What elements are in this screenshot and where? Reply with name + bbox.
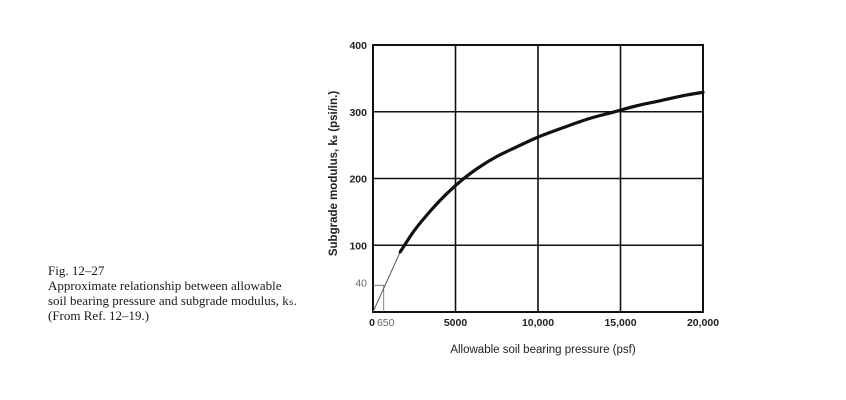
- x-tick-label: 15,000: [604, 317, 636, 329]
- x-tick-label: 20,000: [687, 317, 719, 329]
- y-tick-label-extra: 40: [355, 277, 367, 289]
- y-tick-labels: 100 200 300 400 40: [349, 40, 367, 289]
- grid: [373, 45, 703, 312]
- x-tick-label: 0: [369, 317, 375, 329]
- figure-caption: Fig. 12–27 Approximate relationship betw…: [48, 263, 298, 323]
- y-tick-label: 400: [349, 40, 367, 52]
- y-tick-label: 200: [349, 174, 367, 186]
- x-tick-label: 10,000: [522, 317, 554, 329]
- x-tick-labels: 0 5000 10,000 15,000 20,000 650: [369, 317, 719, 329]
- y-axis-label: Subgrade modulus, kₛ (psi/in.): [328, 91, 340, 256]
- y-tick-label: 100: [349, 240, 367, 252]
- reference-lines: [373, 284, 385, 312]
- figure-number: Fig. 12–27: [48, 263, 105, 278]
- plot-frame: [372, 44, 704, 313]
- extension-line: [372, 251, 401, 313]
- caption-text: Approximate relationship between allowab…: [48, 278, 297, 323]
- data-curve: [398, 90, 705, 254]
- y-tick-label: 300: [349, 107, 367, 119]
- x-axis-label: Allowable soil bearing pressure (psf): [450, 344, 636, 356]
- reference-box: [373, 284, 385, 312]
- x-tick-label: 5000: [444, 317, 468, 329]
- x-tick-label-extra: 650: [377, 317, 395, 329]
